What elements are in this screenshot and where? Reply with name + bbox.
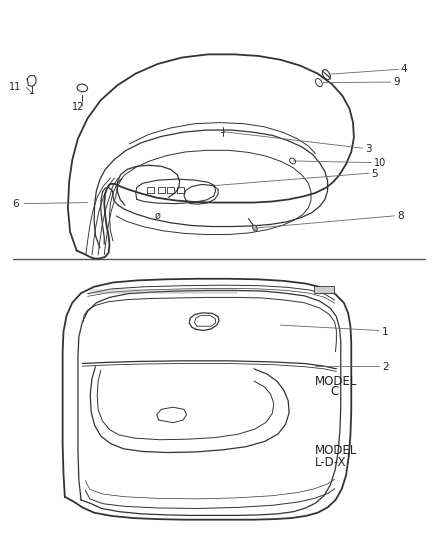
Ellipse shape xyxy=(253,225,257,231)
Text: ø: ø xyxy=(155,211,161,220)
Text: C: C xyxy=(331,385,339,398)
Text: 9: 9 xyxy=(393,77,400,87)
Text: 6: 6 xyxy=(12,199,19,209)
Text: MODEL: MODEL xyxy=(315,444,358,457)
Text: 3: 3 xyxy=(365,144,371,154)
Text: 10: 10 xyxy=(374,158,386,168)
Text: MODEL: MODEL xyxy=(315,375,358,387)
FancyBboxPatch shape xyxy=(314,286,334,293)
Text: 1: 1 xyxy=(382,327,389,336)
Text: 4: 4 xyxy=(401,64,407,74)
Text: 2: 2 xyxy=(382,362,389,372)
Text: 12: 12 xyxy=(72,102,84,111)
Text: L-D-X: L-D-X xyxy=(315,456,347,469)
Text: 8: 8 xyxy=(397,212,403,221)
Text: 11: 11 xyxy=(9,83,21,92)
Text: 5: 5 xyxy=(371,169,378,179)
